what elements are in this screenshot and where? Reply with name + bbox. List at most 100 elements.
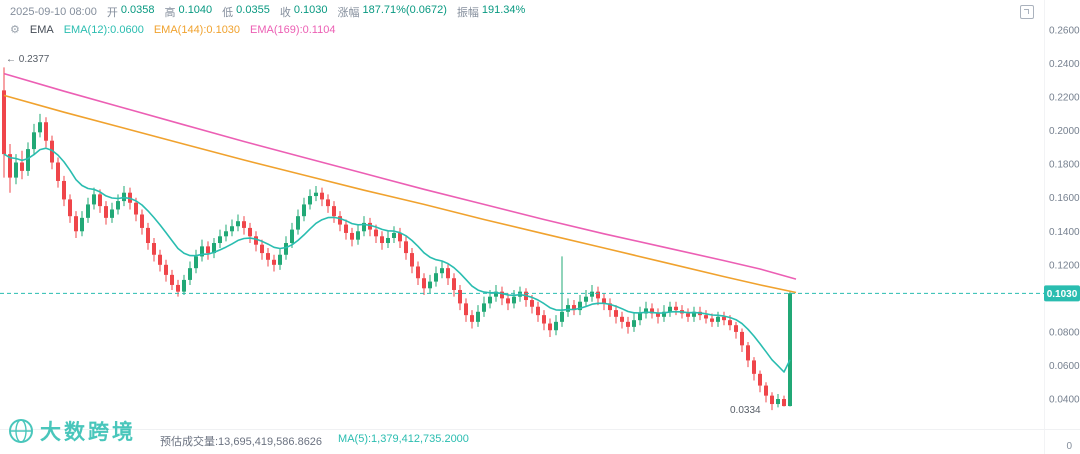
price-tick-label: 0.1400 bbox=[1049, 227, 1080, 238]
candle-body bbox=[644, 308, 648, 314]
high-field: 高 0.1040 bbox=[165, 4, 213, 20]
candle-body bbox=[116, 201, 120, 210]
close-label: 收 bbox=[279, 7, 291, 19]
candle-body bbox=[554, 321, 558, 331]
candle-body bbox=[152, 243, 156, 255]
candle-body bbox=[38, 122, 42, 133]
candle-body bbox=[476, 311, 480, 322]
candle-body bbox=[284, 243, 288, 255]
price-tick-label: 0.0400 bbox=[1049, 395, 1080, 406]
candle-body bbox=[230, 226, 234, 232]
candle-body bbox=[344, 224, 348, 233]
candle-body bbox=[272, 259, 276, 265]
candle-body bbox=[572, 305, 576, 311]
change-label: 涨幅 bbox=[337, 7, 360, 19]
candle-body bbox=[260, 244, 264, 254]
candle-body bbox=[590, 291, 594, 297]
high-value: 0.1040 bbox=[178, 4, 213, 16]
candle-body bbox=[656, 313, 660, 317]
candle-body bbox=[608, 303, 612, 311]
candle-body bbox=[350, 232, 354, 240]
candle-body bbox=[194, 256, 198, 269]
candle-body bbox=[26, 149, 30, 171]
candle-body bbox=[446, 268, 450, 279]
candle-body bbox=[314, 192, 318, 197]
candle-body bbox=[512, 296, 516, 304]
candle-body bbox=[134, 202, 138, 215]
low-value: 0.0355 bbox=[236, 4, 270, 16]
candle-body bbox=[674, 306, 678, 311]
candle-body bbox=[338, 216, 342, 225]
candle-body bbox=[686, 313, 690, 317]
candle-body bbox=[104, 206, 108, 218]
price-tick-label: 0.2000 bbox=[1049, 126, 1080, 137]
volume-axis-zero: 0 bbox=[1066, 441, 1072, 452]
candle-body bbox=[362, 222, 366, 232]
candle-body bbox=[98, 194, 102, 207]
price-tick-label: 0.2600 bbox=[1049, 26, 1080, 37]
candle-body bbox=[722, 316, 726, 321]
candle-body bbox=[422, 278, 426, 289]
candle-body bbox=[308, 196, 312, 205]
candle-body bbox=[86, 204, 90, 218]
candle-body bbox=[482, 303, 486, 312]
candle-body bbox=[428, 281, 432, 289]
candle-body bbox=[254, 236, 258, 245]
candle-body bbox=[266, 253, 270, 260]
candle-body bbox=[614, 310, 618, 317]
open-label: 开 bbox=[106, 7, 118, 19]
candle-body bbox=[302, 204, 306, 217]
candle-body bbox=[68, 199, 72, 217]
candle-body bbox=[170, 274, 174, 285]
candle-body bbox=[662, 311, 666, 317]
open-value: 0.0358 bbox=[120, 4, 155, 16]
volume-ma5: MA(5):1,379,412,735.2000 bbox=[338, 433, 469, 445]
candle-body bbox=[458, 289, 462, 304]
candle-body bbox=[692, 311, 696, 317]
amplitude-field: 振幅 191.34% bbox=[457, 4, 525, 20]
candle-body bbox=[584, 296, 588, 302]
candle-body bbox=[782, 399, 786, 407]
ema-legend: ⚙ EMA EMA(12):0.0600 EMA(144):0.1030 EMA… bbox=[10, 23, 335, 37]
indicator-settings-icon[interactable]: ⚙ bbox=[10, 24, 20, 36]
candle-body bbox=[398, 232, 402, 242]
amplitude-label: 振幅 bbox=[456, 7, 479, 19]
indicator-name: EMA bbox=[29, 23, 54, 36]
candle-datetime: 2025-09-10 08:00 bbox=[10, 6, 97, 18]
estimated-volume: 预估成交量:13,695,419,586.8626 bbox=[160, 436, 323, 448]
candle-body bbox=[788, 293, 792, 407]
watermark: 大数跨境 bbox=[8, 416, 136, 446]
candle-body bbox=[386, 237, 390, 244]
candle-body bbox=[542, 315, 546, 324]
high-annotation: ← 0.2377 bbox=[6, 54, 50, 66]
ema144-line bbox=[3, 94, 797, 294]
candle-body bbox=[638, 313, 642, 321]
candle-body bbox=[212, 243, 216, 254]
candle-body bbox=[578, 301, 582, 311]
candle-body bbox=[488, 296, 492, 304]
high-label: 高 bbox=[164, 7, 176, 19]
price-tick-label: 0.1600 bbox=[1049, 193, 1080, 204]
candle-body bbox=[758, 373, 762, 386]
candle-body bbox=[392, 232, 396, 238]
candle-body bbox=[602, 298, 606, 304]
candle-body bbox=[62, 180, 66, 200]
candle-body bbox=[164, 264, 168, 275]
price-axis-separator bbox=[1044, 0, 1045, 454]
candle-body bbox=[416, 266, 420, 279]
candle-body bbox=[56, 162, 60, 181]
expand-icon[interactable] bbox=[1020, 5, 1034, 19]
candle-body bbox=[620, 316, 624, 322]
candle-body bbox=[20, 162, 24, 171]
price-tick-label: 0.1800 bbox=[1049, 160, 1080, 171]
candle-body bbox=[548, 323, 552, 331]
candle-body bbox=[236, 221, 240, 227]
candle-body bbox=[464, 303, 468, 316]
candle-body bbox=[626, 321, 630, 327]
volume-info-bar: 预估成交量:13,695,419,586.8626 MA(5):1,379,41… bbox=[160, 433, 469, 449]
candle-body bbox=[506, 298, 510, 304]
candle-body bbox=[158, 254, 162, 265]
low-annotation: 0.0334 bbox=[730, 405, 761, 417]
candle-body bbox=[290, 229, 294, 244]
